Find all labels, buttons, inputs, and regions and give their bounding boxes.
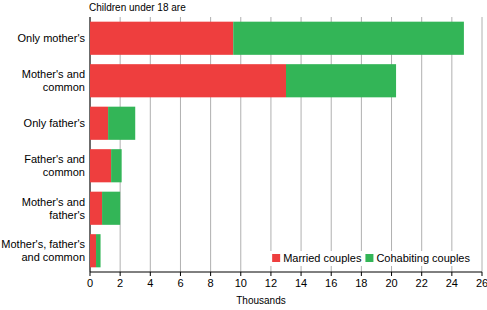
bar [90, 107, 108, 140]
y-axis-line [90, 17, 91, 272]
bar [108, 107, 135, 140]
grid-line [150, 17, 151, 272]
bar [90, 149, 111, 182]
chart-container: 02468101214161820222426Only mother'sMoth… [0, 0, 487, 310]
legend-swatch [272, 254, 280, 262]
grid-line [482, 17, 483, 272]
tick-label: 18 [355, 277, 367, 289]
grid-line [180, 17, 181, 272]
legend-label: Cohabiting couples [376, 252, 470, 264]
tick-label: 6 [177, 277, 183, 289]
legend-label: Married couples [283, 252, 362, 264]
legend: Married couples Cohabiting couples [269, 251, 475, 266]
tick-label: 10 [235, 277, 247, 289]
grid-line [90, 17, 91, 272]
legend-swatch [365, 254, 373, 262]
tick-mark [180, 272, 181, 276]
tick-label: 20 [385, 277, 397, 289]
grid-line [210, 17, 211, 272]
tick-mark [240, 272, 241, 276]
tick-label: 4 [147, 277, 153, 289]
grid-line [120, 17, 121, 272]
grid-line [391, 17, 392, 272]
tick-label: 14 [295, 277, 307, 289]
bars [90, 22, 464, 268]
tick-mark [210, 272, 211, 276]
x-axis-label: Thousands [236, 295, 285, 306]
tick-label: 16 [325, 277, 337, 289]
category-label: Father's andcommon [24, 153, 85, 178]
grid-line [331, 17, 332, 272]
bar [102, 192, 120, 225]
grid-line [451, 17, 452, 272]
grid-line [421, 17, 422, 272]
tick-mark [150, 272, 151, 276]
bar [286, 64, 396, 97]
bar [90, 64, 286, 97]
x-axis-line [90, 272, 482, 273]
tick-label: 0 [87, 277, 93, 289]
tick-mark [301, 272, 302, 276]
grid-line [361, 17, 362, 272]
tick-mark [270, 272, 271, 276]
tick-label: 24 [446, 277, 458, 289]
tick-mark [120, 272, 121, 276]
bar [111, 149, 122, 182]
grid-line [301, 17, 302, 272]
tick-mark [90, 272, 91, 276]
category-label: Mother's andfather's [22, 196, 86, 221]
grid-line [240, 17, 241, 272]
category-label: Only father's [24, 117, 86, 129]
tick-label: 2 [117, 277, 123, 289]
category-label: Only mother's [17, 32, 85, 44]
legend-background [269, 251, 475, 266]
tick-mark [361, 272, 362, 276]
grid-line [270, 17, 271, 272]
bar [96, 234, 101, 267]
bar [90, 192, 102, 225]
category-label: Mother's andcommon [22, 68, 85, 93]
chart-svg: 02468101214161820222426Only mother'sMoth… [0, 0, 487, 310]
bar [90, 234, 96, 267]
tick-mark [331, 272, 332, 276]
tick-label: 26 [476, 277, 487, 289]
tick-label: 8 [208, 277, 214, 289]
tick-label: 12 [265, 277, 277, 289]
tick-mark [451, 272, 452, 276]
tick-mark [391, 272, 392, 276]
category-label: Mother's, father'sand common [1, 238, 85, 263]
bar [90, 22, 233, 55]
chart-title: Children under 18 are [89, 2, 186, 13]
bar [233, 22, 464, 55]
tick-mark [482, 272, 483, 276]
tick-mark [421, 272, 422, 276]
tick-label: 22 [416, 277, 428, 289]
